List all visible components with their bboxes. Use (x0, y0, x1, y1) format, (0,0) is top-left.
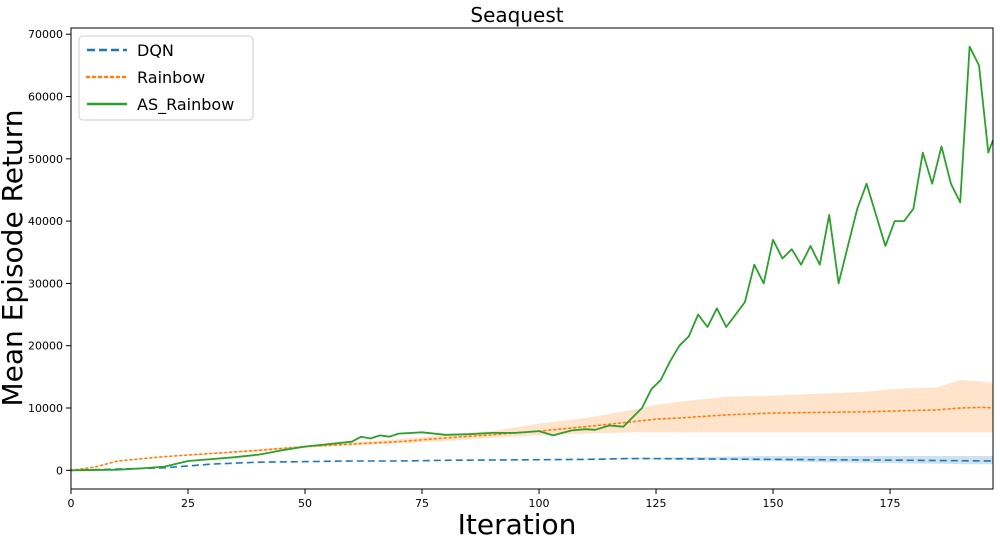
x-tick-label: 175 (880, 497, 901, 510)
y-axis-ticks: 0 10000 20000 30000 40000 50000 60000 70000 (28, 28, 71, 477)
y-tick-label: 10000 (28, 402, 63, 415)
legend-label-rainbow: Rainbow (137, 68, 205, 87)
legend-label-as-rainbow: AS_Rainbow (137, 95, 234, 115)
x-tick-label: 100 (529, 497, 550, 510)
x-axis-ticks: 0 25 50 75 100 125 150 175 (68, 489, 901, 510)
legend: DQN Rainbow AS_Rainbow (78, 35, 254, 121)
band-dqn (71, 456, 993, 471)
y-tick-label: 40000 (28, 215, 63, 228)
x-tick-label: 150 (763, 497, 784, 510)
x-axis-label: Iteration (458, 508, 577, 537)
y-tick-label: 70000 (28, 28, 63, 41)
y-tick-label: 20000 (28, 340, 63, 353)
plot-frame (70, 27, 994, 490)
confidence-bands (71, 380, 993, 471)
legend-box (78, 35, 254, 121)
y-tick-label: 50000 (28, 153, 63, 166)
y-tick-label: 0 (56, 464, 63, 477)
series-lines (70, 45, 994, 472)
x-tick-label: 50 (298, 497, 312, 510)
x-tick-label: 75 (415, 497, 429, 510)
y-axis-label: Mean Episode Return (0, 110, 29, 407)
legend-label-dqn: DQN (137, 41, 174, 60)
series-line-rainbow (70, 406, 994, 472)
series-line-dqn (70, 457, 994, 472)
x-tick-label: 25 (181, 497, 195, 510)
series-line-as-rainbow (70, 45, 994, 472)
chart-title: Seaquest (470, 3, 563, 27)
x-tick-label: 125 (646, 497, 667, 510)
y-tick-label: 30000 (28, 277, 63, 290)
y-tick-label: 60000 (28, 91, 63, 104)
x-tick-label: 0 (68, 497, 75, 510)
